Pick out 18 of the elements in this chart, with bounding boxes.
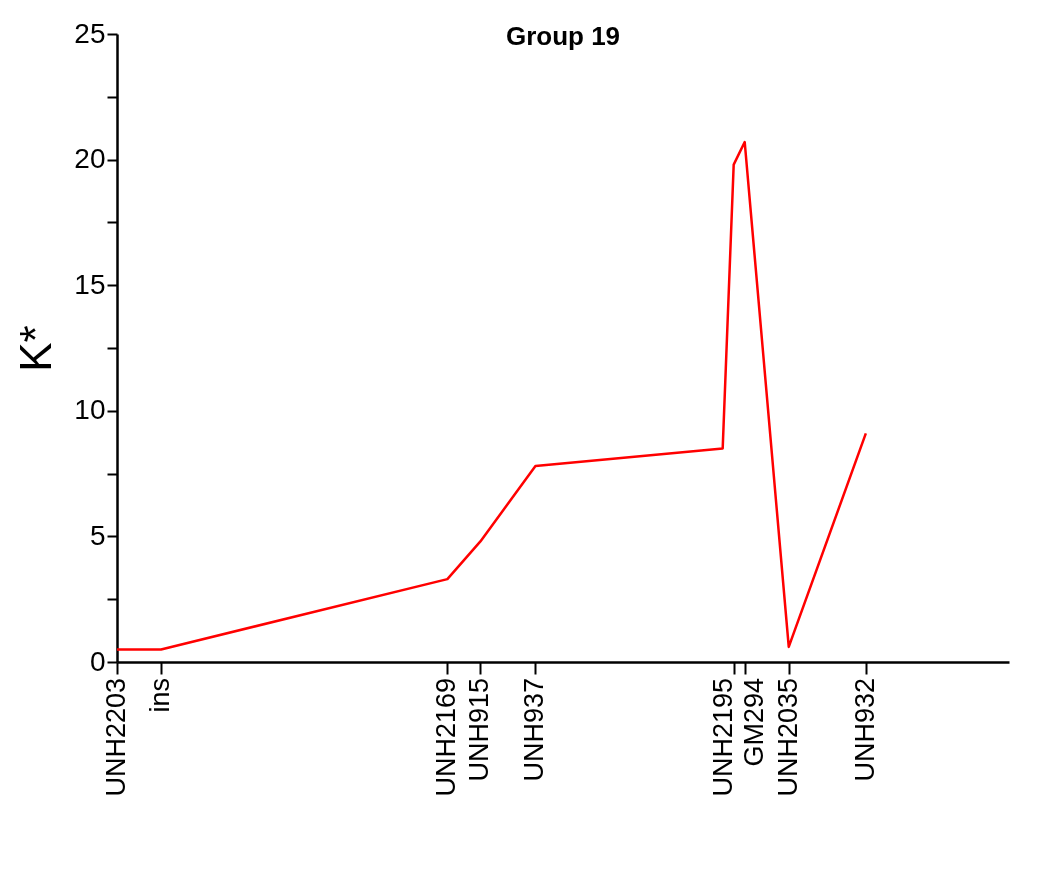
y-tick-label: 5 bbox=[89, 519, 106, 551]
x-tick-label: UNH932 bbox=[849, 678, 880, 782]
x-tick-label: UNH2203 bbox=[101, 678, 131, 797]
y-tick-label: 10 bbox=[74, 394, 106, 426]
x-tick-label: UNH937 bbox=[519, 678, 550, 782]
y-tick-label: 15 bbox=[74, 268, 106, 300]
x-tick-label: ins bbox=[145, 678, 176, 713]
y-tick-label: 0 bbox=[89, 645, 106, 677]
y-tick-label: 25 bbox=[74, 17, 106, 49]
x-tick-label: GM294 bbox=[738, 678, 769, 767]
line-series bbox=[115, 140, 868, 651]
y-tick-label: 20 bbox=[74, 143, 106, 175]
y-axis-title: K* bbox=[11, 325, 61, 372]
x-tick-label: UNH2035 bbox=[772, 678, 803, 797]
x-tick-label: UNH2169 bbox=[431, 678, 462, 797]
chart-title: Group 19 bbox=[505, 21, 621, 51]
x-tick-label: UNH915 bbox=[464, 678, 495, 782]
x-tick-label: UNH2195 bbox=[707, 678, 738, 797]
